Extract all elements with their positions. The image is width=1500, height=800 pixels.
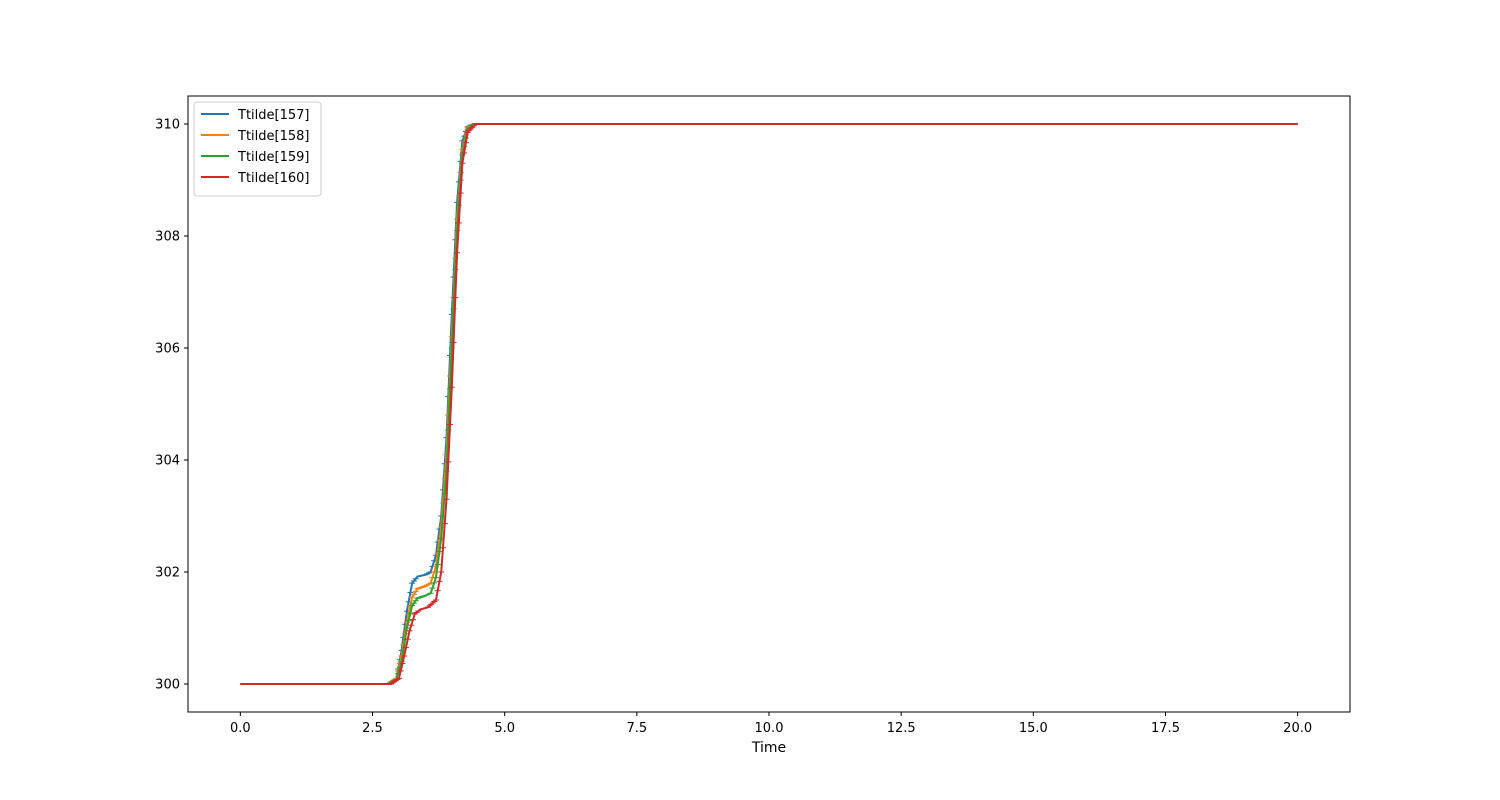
x-tick-label: 15.0 <box>1019 721 1048 736</box>
y-tick-label: 310 <box>155 118 180 133</box>
x-tick-label: 2.5 <box>362 721 383 736</box>
x-tick-label: 10.0 <box>755 721 784 736</box>
legend-entry: Ttilde[160] <box>237 171 309 186</box>
legend-box <box>193 101 322 197</box>
y-tick-label: 302 <box>155 566 180 581</box>
series-line-2 <box>240 123 1298 685</box>
y-tick-label: 304 <box>155 454 180 469</box>
plot-area <box>187 95 1351 713</box>
x-tick-label: 20.0 <box>1283 721 1312 736</box>
x-tick-label: 12.5 <box>887 721 916 736</box>
legend-entry: Ttilde[158] <box>237 129 309 144</box>
plot-frame <box>187 95 1351 713</box>
x-axis-label: Time <box>751 740 786 756</box>
y-tick-label: 308 <box>155 230 180 245</box>
legend: Ttilde[157] Ttilde[158] Ttilde[159] Ttilde[… <box>193 101 322 197</box>
y-tick-label: 306 <box>155 342 180 357</box>
y-tick-label: 300 <box>155 678 180 693</box>
series-layer <box>240 123 1298 685</box>
x-tick-label: 17.5 <box>1151 721 1180 736</box>
x-axis: 0.0 2.5 5.0 7.5 10.0 12.5 15.0 17.5 20.0 <box>230 712 1312 736</box>
series-line-4 <box>240 123 1298 685</box>
series-line-1 <box>240 123 1298 685</box>
x-tick-label: 7.5 <box>626 721 647 736</box>
x-tick-label: 5.0 <box>494 721 515 736</box>
legend-entry: Ttilde[159] <box>237 150 309 165</box>
x-tick-label: 0.0 <box>230 721 251 736</box>
y-axis: 300 302 304 306 308 310 <box>155 118 188 693</box>
series-line-3 <box>240 123 1298 685</box>
legend-entry: Ttilde[157] <box>237 108 309 123</box>
